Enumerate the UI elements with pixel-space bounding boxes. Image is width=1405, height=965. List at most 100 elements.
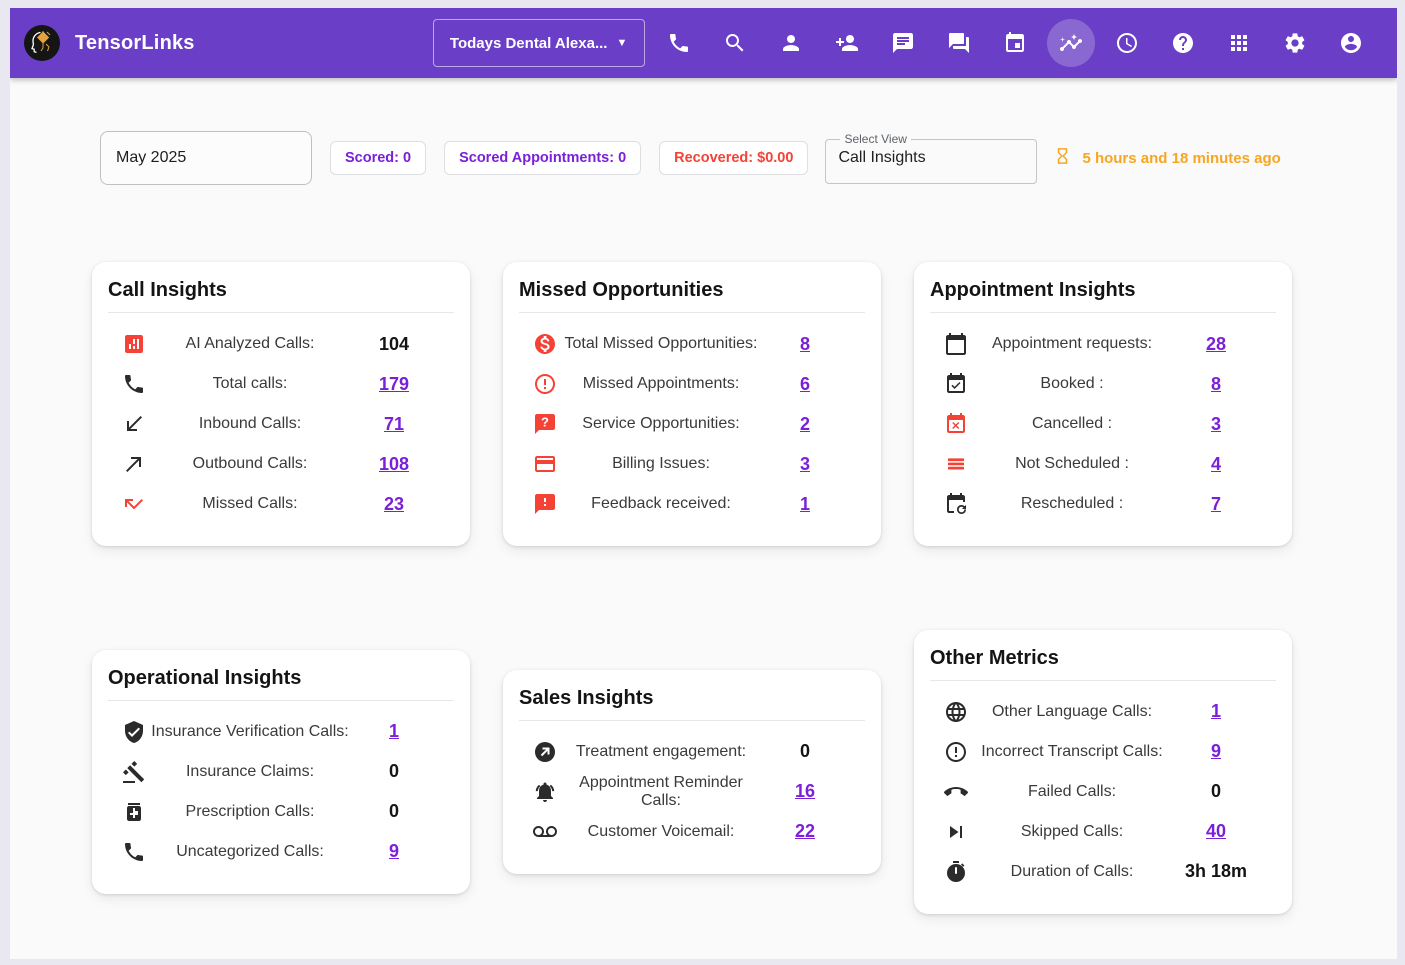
metric-label: Other Language Calls: <box>991 702 1153 720</box>
metric-value[interactable]: 22 <box>794 821 816 841</box>
card-rows: Total Missed Opportunities: 8 Missed App… <box>519 324 865 524</box>
timer-icon <box>944 860 968 884</box>
calendar-event-icon[interactable] <box>987 19 1043 67</box>
history-clock-icon[interactable] <box>1099 19 1155 67</box>
phone-icon[interactable] <box>651 19 707 67</box>
scored-appointments-chip[interactable]: Scored Appointments: 0 <box>444 141 642 175</box>
gavel-icon <box>122 760 146 784</box>
cards-row-bottom: Operational Insights Insurance Verificat… <box>92 629 1397 914</box>
card-title: Sales Insights <box>519 686 654 709</box>
appointment-insights-card: Appointment Insights Appointment request… <box>914 262 1292 546</box>
card-rows: Insurance Verification Calls: 1 Insuranc… <box>108 712 454 872</box>
call-end-icon <box>944 780 968 804</box>
metric-label: Appointment Reminder Calls: <box>579 773 743 809</box>
person-icon[interactable] <box>763 19 819 67</box>
metric-label: Customer Voicemail: <box>587 822 735 840</box>
metric-label: Appointment requests: <box>991 335 1153 352</box>
call-missed-icon <box>122 492 146 516</box>
metric-label: Booked : <box>1040 375 1104 392</box>
metric-value[interactable]: 8 <box>799 333 810 354</box>
call-insights-card: Call Insights AI Analyzed Calls: 104 Tot… <box>92 262 470 546</box>
metric-row: Other Language Calls: 1 <box>930 692 1276 732</box>
metric-value: 104 <box>378 333 410 354</box>
settings-icon[interactable] <box>1267 19 1323 67</box>
metric-value[interactable]: 3 <box>799 453 810 474</box>
voicemail-icon <box>533 820 557 844</box>
metric-value[interactable]: 4 <box>1210 453 1221 474</box>
metric-label: Duration of Calls: <box>1010 862 1134 880</box>
card-title: Other Metrics <box>930 646 1059 669</box>
metric-value[interactable]: 40 <box>1205 821 1227 841</box>
metric-row: Customer Voicemail: 22 <box>519 812 865 852</box>
metric-value[interactable]: 2 <box>799 413 810 434</box>
metric-value[interactable]: 8 <box>1210 373 1221 394</box>
metric-value[interactable]: 28 <box>1205 333 1227 354</box>
missed-opportunities-card: Missed Opportunities Total Missed Opport… <box>503 262 881 546</box>
metric-label: Total Missed Opportunities: <box>564 335 758 352</box>
chat-icon[interactable] <box>875 19 931 67</box>
recovered-chip[interactable]: Recovered: $0.00 <box>659 141 809 175</box>
metric-value[interactable]: 9 <box>1210 741 1221 761</box>
reorder-lines-icon <box>944 452 968 476</box>
metric-row: Inbound Calls: 71 <box>108 404 454 444</box>
metric-value[interactable]: 7 <box>1210 493 1221 514</box>
select-view-dropdown[interactable]: Select View Call Insights <box>825 132 1038 184</box>
metric-label: Outbound Calls: <box>192 455 308 472</box>
location-selector-dropdown[interactable]: Todays Dental Alexa... ▼ <box>432 19 645 67</box>
metric-row: Billing Issues: 3 <box>519 444 865 484</box>
call-received-icon <box>122 412 146 436</box>
metric-label: Total calls: <box>212 375 288 392</box>
insights-icon[interactable] <box>1043 19 1099 67</box>
location-selector-value: Todays Dental Alexa... <box>449 34 608 52</box>
metric-value[interactable]: 179 <box>378 373 410 394</box>
metric-label: Failed Calls: <box>1027 782 1117 800</box>
metric-value[interactable]: 1 <box>799 493 810 514</box>
call-made-icon <box>122 452 146 476</box>
month-picker-input[interactable]: May 2025 <box>100 131 312 185</box>
person-add-icon[interactable] <box>819 19 875 67</box>
metric-row: Total Missed Opportunities: 8 <box>519 324 865 364</box>
scored-chip[interactable]: Scored: 0 <box>330 141 427 175</box>
metric-value[interactable]: 1 <box>1210 701 1221 721</box>
sales-insights-card: Sales Insights Treatment engagement: 0 A… <box>503 669 881 874</box>
svg-text:?: ? <box>541 415 549 430</box>
question-bubble-icon: ? <box>533 412 557 436</box>
metric-row: Incorrect Transcript Calls: 9 <box>930 732 1276 772</box>
metric-row: AI Analyzed Calls: 104 <box>108 324 454 364</box>
error-outline-icon <box>944 740 968 764</box>
filter-toolbar: May 2025 Scored: 0 Scored Appointments: … <box>100 129 1397 187</box>
account-icon[interactable] <box>1323 19 1379 67</box>
metric-label: Insurance Verification Calls: <box>151 722 349 740</box>
card-title: Missed Opportunities <box>519 279 724 301</box>
metric-label: AI Analyzed Calls: <box>185 335 315 352</box>
metric-row: ? Service Opportunities: 2 <box>519 404 865 444</box>
metric-value[interactable]: 6 <box>799 373 810 394</box>
metric-value[interactable]: 3 <box>1210 413 1221 434</box>
metric-value[interactable]: 9 <box>388 841 399 861</box>
globe-icon <box>944 700 968 724</box>
metric-label: Skipped Calls: <box>1020 822 1124 840</box>
app-window: TensorLinks Todays Dental Alexa... ▼ May… <box>10 8 1397 959</box>
operational-insights-card: Operational Insights Insurance Verificat… <box>92 649 470 894</box>
metric-value[interactable]: 108 <box>378 453 410 474</box>
card-divider <box>108 312 454 313</box>
help-icon[interactable] <box>1155 19 1211 67</box>
metric-value[interactable]: 23 <box>383 493 405 514</box>
metric-label: Cancelled : <box>1031 415 1113 432</box>
forum-icon[interactable] <box>931 19 987 67</box>
card-divider <box>519 719 865 721</box>
search-icon[interactable] <box>707 19 763 67</box>
skip-next-icon <box>944 820 968 844</box>
metric-row: Insurance Claims: 0 <box>108 752 454 792</box>
metric-value[interactable]: 1 <box>388 721 399 741</box>
metric-value[interactable]: 71 <box>383 413 405 434</box>
metric-label: Missed Appointments: <box>582 375 740 392</box>
cards-row-top: Call Insights AI Analyzed Calls: 104 Tot… <box>92 262 1397 546</box>
card-divider <box>930 312 1276 313</box>
card-divider <box>930 679 1276 681</box>
app-header: TensorLinks Todays Dental Alexa... ▼ <box>10 8 1397 78</box>
card-rows: Treatment engagement: 0 Appointment Remi… <box>519 732 865 852</box>
metric-value[interactable]: 16 <box>794 781 816 801</box>
event-repeat-icon <box>944 492 968 516</box>
apps-grid-icon[interactable] <box>1211 19 1267 67</box>
